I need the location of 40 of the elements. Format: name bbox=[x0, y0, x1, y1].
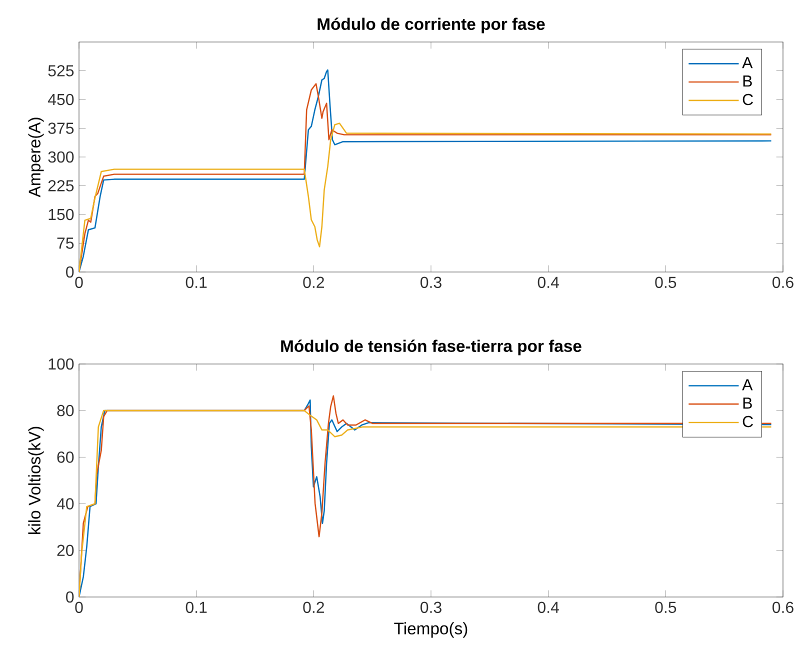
y-tick-label: 75 bbox=[57, 238, 74, 249]
x-tick-label: 0.2 bbox=[303, 276, 324, 288]
y-tick-label: 60 bbox=[57, 452, 74, 463]
y-tick-label: 100 bbox=[48, 358, 74, 370]
y-tick-label: 525 bbox=[48, 65, 74, 76]
legend-label: B bbox=[743, 76, 752, 87]
legend-label: C bbox=[742, 94, 753, 106]
x-tick-label: 0.5 bbox=[655, 602, 676, 614]
y-tick-label: 450 bbox=[48, 94, 74, 106]
x-tick-label: 0.1 bbox=[186, 276, 207, 288]
x-tick-label: 0 bbox=[75, 602, 83, 614]
y-tick-label: 20 bbox=[57, 544, 74, 556]
y-tick-label: 0 bbox=[66, 266, 74, 278]
y-tick-label: 40 bbox=[56, 498, 74, 510]
y-axis-title: Ampere(A) bbox=[28, 118, 44, 198]
line-series bbox=[79, 122, 772, 272]
y-tick-label: 375 bbox=[48, 122, 74, 134]
x-tick-label: 0.6 bbox=[772, 276, 794, 288]
legend-label: B bbox=[743, 398, 752, 409]
x-tick-label: 0.5 bbox=[655, 276, 676, 288]
x-tick-label: 0.6 bbox=[772, 602, 794, 614]
legend-label: A bbox=[742, 379, 753, 390]
y-tick-label: 300 bbox=[48, 151, 74, 163]
x-tick-label: 0 bbox=[75, 276, 83, 288]
legend-label: A bbox=[742, 57, 753, 68]
y-tick-label: 150 bbox=[48, 208, 74, 220]
y-tick-label: 80 bbox=[57, 404, 74, 416]
x-tick-label: 0.1 bbox=[186, 602, 207, 614]
x-tick-label: 0.3 bbox=[420, 602, 442, 614]
x-tick-label: 0.4 bbox=[538, 602, 559, 614]
x-tick-label: 0.4 bbox=[538, 276, 559, 288]
y-axis-title: kilo Voltios(kV) bbox=[28, 426, 44, 534]
x-tick-label: 0.3 bbox=[420, 276, 442, 288]
x-tick-label: 0.2 bbox=[303, 602, 324, 614]
y-tick-label: 225 bbox=[48, 180, 74, 192]
legend-label: C bbox=[742, 416, 753, 428]
chart-title: Módulo de corriente por fase bbox=[318, 18, 545, 34]
y-tick-label: 0 bbox=[66, 591, 74, 603]
chart-title: Módulo de tensión fase-tierra por fase bbox=[281, 340, 582, 356]
x-axis-title: Tiempo(s) bbox=[394, 622, 468, 638]
